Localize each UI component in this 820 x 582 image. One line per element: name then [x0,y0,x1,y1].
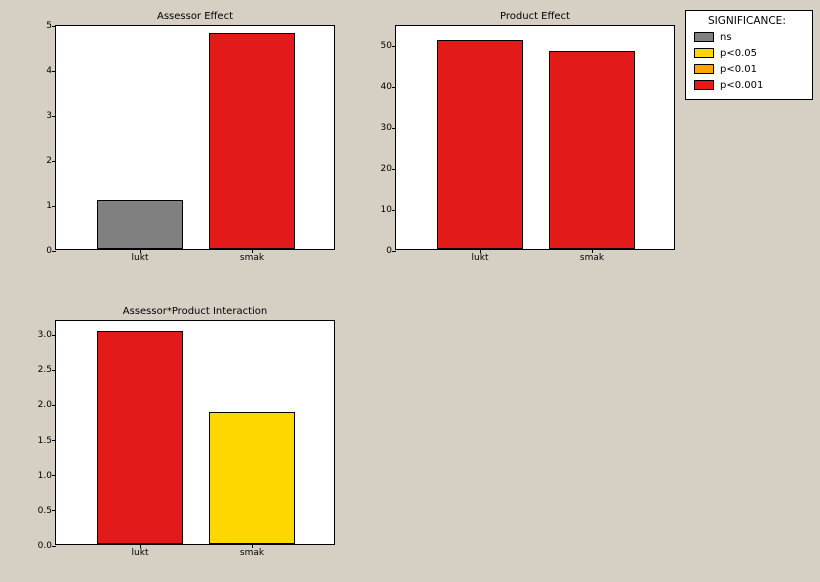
ytick-label: 30 [381,123,396,133]
legend-label: p<0.01 [720,64,757,75]
xtick-label: lukt [132,544,149,558]
chart-title: Assessor Effect [56,11,334,22]
ytick-label: 0 [386,246,396,256]
legend-label: p<0.001 [720,80,763,91]
ytick-label: 20 [381,164,396,174]
chart-panel-assessor-product-interaction: Assessor*Product Interaction0.00.51.01.5… [55,320,335,545]
significance-legend: SIGNIFICANCE: ns p<0.05 p<0.01 p<0.001 [685,10,813,100]
legend-label: p<0.05 [720,48,757,59]
ytick-label: 4 [46,66,56,76]
ytick-label: 1.0 [38,471,56,481]
xtick-label: lukt [132,249,149,263]
legend-label: ns [720,32,732,43]
bar [97,200,182,250]
legend-swatch [694,48,714,58]
bar [209,412,294,544]
ytick-label: 10 [381,205,396,215]
legend-item: p<0.01 [694,61,804,77]
bar [97,331,182,544]
chart-panel-assessor-effect: Assessor Effect012345luktsmak [55,25,335,250]
ytick-label: 0.5 [38,506,56,516]
chart-panel-product-effect: Product Effect01020304050luktsmak [395,25,675,250]
ytick-label: 1.5 [38,436,56,446]
ytick-label: 0.0 [38,541,56,551]
ytick-label: 2.0 [38,400,56,410]
bar [437,40,522,249]
chart-title: Product Effect [396,11,674,22]
legend-item: p<0.05 [694,45,804,61]
legend-item: p<0.001 [694,77,804,93]
ytick-label: 40 [381,82,396,92]
chart-title: Assessor*Product Interaction [56,306,334,317]
xtick-label: smak [580,249,604,263]
ytick-label: 2.5 [38,365,56,375]
ytick-label: 3 [46,111,56,121]
xtick-label: smak [240,544,264,558]
ytick-label: 2 [46,156,56,166]
legend-swatch [694,32,714,42]
ytick-label: 50 [381,41,396,51]
legend-item: ns [694,29,804,45]
bar [549,51,634,249]
ytick-label: 0 [46,246,56,256]
xtick-label: smak [240,249,264,263]
legend-title: SIGNIFICANCE: [694,15,804,27]
legend-swatch [694,64,714,74]
ytick-label: 1 [46,201,56,211]
bar [209,33,294,249]
xtick-label: lukt [472,249,489,263]
ytick-label: 5 [46,21,56,31]
ytick-label: 3.0 [38,330,56,340]
legend-swatch [694,80,714,90]
